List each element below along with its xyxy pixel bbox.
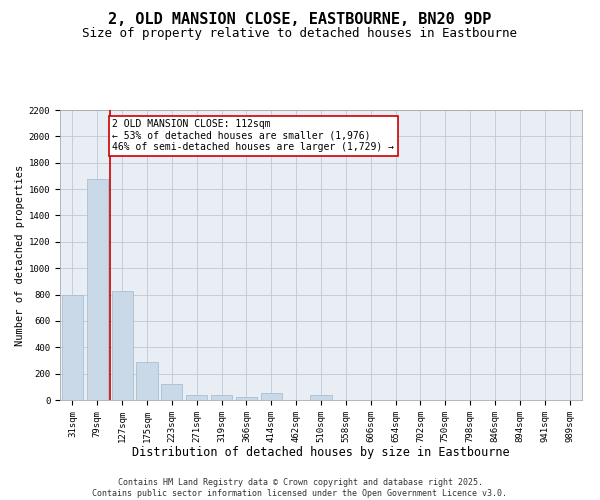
Bar — [310, 396, 332, 400]
Y-axis label: Number of detached properties: Number of detached properties — [14, 164, 25, 346]
Bar — [136, 362, 158, 400]
Bar — [112, 290, 133, 400]
X-axis label: Distribution of detached houses by size in Eastbourne: Distribution of detached houses by size … — [132, 446, 510, 459]
Bar — [62, 294, 83, 400]
Text: 2 OLD MANSION CLOSE: 112sqm
← 53% of detached houses are smaller (1,976)
46% of : 2 OLD MANSION CLOSE: 112sqm ← 53% of det… — [112, 119, 394, 152]
Bar — [161, 384, 182, 400]
Bar — [87, 178, 108, 400]
Bar — [211, 394, 232, 400]
Bar — [236, 396, 257, 400]
Text: Contains HM Land Registry data © Crown copyright and database right 2025.
Contai: Contains HM Land Registry data © Crown c… — [92, 478, 508, 498]
Text: Size of property relative to detached houses in Eastbourne: Size of property relative to detached ho… — [83, 28, 517, 40]
Bar — [186, 394, 207, 400]
Bar — [261, 393, 282, 400]
Text: 2, OLD MANSION CLOSE, EASTBOURNE, BN20 9DP: 2, OLD MANSION CLOSE, EASTBOURNE, BN20 9… — [109, 12, 491, 28]
